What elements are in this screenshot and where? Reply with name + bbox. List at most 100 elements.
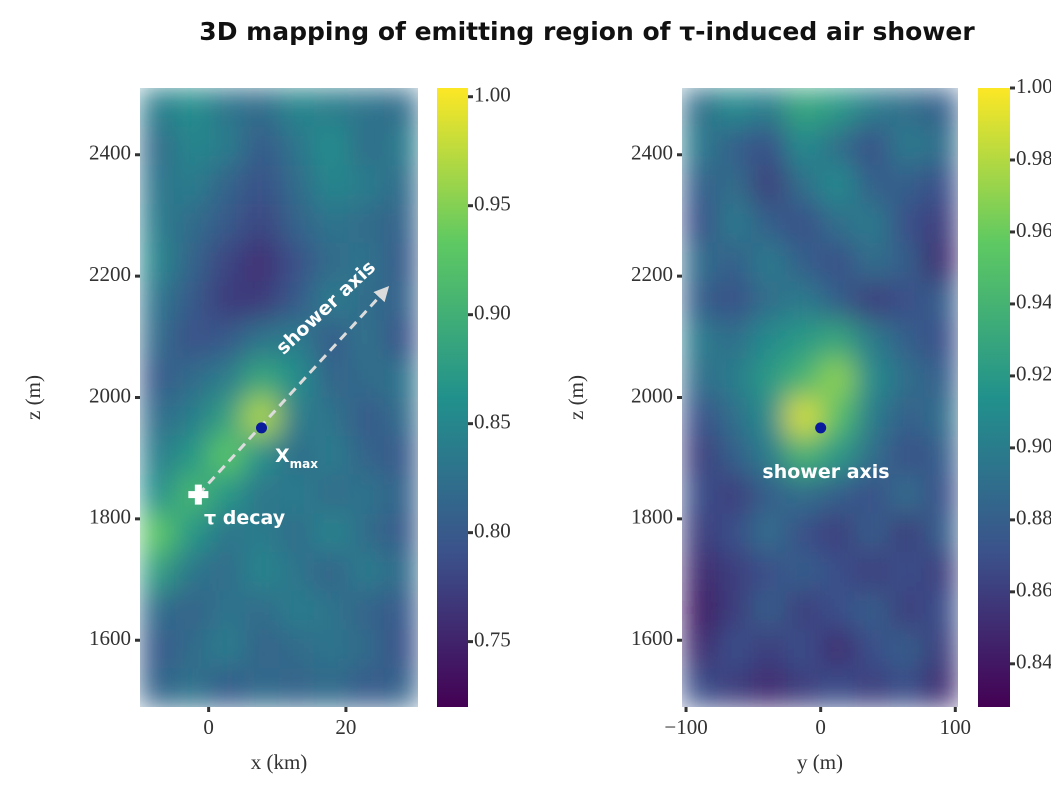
- colorbar-tick-label: 0.95: [474, 192, 511, 216]
- heatmap-cell: [854, 552, 890, 592]
- heatmap-cell: [820, 474, 856, 515]
- x-tick-label: −100: [664, 715, 707, 739]
- heatmap-cell: [923, 165, 958, 206]
- heatmap-cell: [854, 88, 890, 128]
- colorbar-tick-label: 0.94: [1016, 290, 1051, 314]
- heatmap-cell: [923, 320, 958, 360]
- colorbar-tick-label: 0.92: [1016, 362, 1051, 386]
- heatmap-cell: [682, 320, 718, 360]
- y-tick-label: 2400: [89, 141, 131, 165]
- heatmap-cell: [820, 242, 856, 283]
- heatmap-cell: [854, 358, 890, 399]
- heatmap-cell: [716, 474, 752, 515]
- heatmap-cell: [348, 242, 385, 283]
- heatmap-cell: [854, 590, 890, 631]
- heatmap-cell: [244, 242, 280, 283]
- heatmap-clip: [682, 88, 958, 707]
- heatmap-cell: [140, 629, 176, 670]
- heatmap-cell: [348, 474, 385, 515]
- heatmap-cell: [785, 88, 821, 128]
- heatmap-cell: [820, 668, 856, 707]
- x-tick-label: 0: [203, 715, 214, 739]
- heatmap-cell: [279, 436, 315, 476]
- heatmap-cell: [383, 590, 418, 631]
- heatmap-cell: [174, 281, 211, 322]
- xmax-point: [815, 422, 827, 434]
- heatmap-cell: [820, 126, 856, 167]
- heatmap-cell: [313, 397, 350, 438]
- heatmap-cell: [313, 513, 350, 554]
- y-tick-label: 1600: [89, 626, 131, 650]
- heatmap-cell: [854, 281, 890, 322]
- tau-decay-marker: [188, 484, 209, 505]
- heatmap-cell: [820, 436, 856, 476]
- heatmap-cell: [313, 552, 350, 592]
- y-tick-label: 2200: [631, 262, 673, 286]
- figure-title: 3D mapping of emitting region of τ-induc…: [199, 17, 975, 46]
- heatmap-cell: [889, 126, 925, 167]
- heatmap-cell: [279, 668, 315, 707]
- heatmap-cell: [854, 204, 890, 244]
- heatmap-cell: [348, 436, 385, 476]
- heatmap-cell: [854, 397, 890, 438]
- heatmap-cell: [209, 281, 246, 322]
- heatmap-cell: [716, 358, 752, 399]
- x-tick-label: 20: [335, 715, 356, 739]
- heatmap-cell: [716, 242, 752, 283]
- heatmap-cell: [785, 204, 821, 244]
- heatmap-cell: [313, 320, 350, 360]
- heatmap-cell: [383, 513, 418, 554]
- heatmap-cell: [923, 126, 958, 167]
- heatmap-cell: [682, 474, 718, 515]
- heatmap-cell: [244, 358, 280, 399]
- heatmap-cell: [383, 552, 418, 592]
- annotation: shower axis: [762, 461, 889, 483]
- heatmap-cell: [923, 629, 958, 670]
- heatmap-cell: [682, 513, 718, 554]
- heatmap-cell: [383, 436, 418, 476]
- heatmap-cell: [820, 590, 856, 631]
- y-tick-label: 2000: [89, 383, 131, 407]
- heatmap-cell: [348, 513, 385, 554]
- heatmap-cell: [889, 320, 925, 360]
- heatmap-cell: [348, 590, 385, 631]
- heatmap-cell: [854, 320, 890, 360]
- heatmap-cell: [751, 204, 787, 244]
- heatmap-cell: [279, 590, 315, 631]
- heatmap-cell: [279, 397, 315, 438]
- heatmap-cell: [209, 88, 246, 128]
- heatmap-cell: [889, 552, 925, 592]
- heatmap-cell: [348, 320, 385, 360]
- heatmap-cell: [785, 668, 821, 707]
- heatmap-cell: [716, 204, 752, 244]
- heatmap-cell: [751, 242, 787, 283]
- heatmap-cell: [751, 281, 787, 322]
- heatmap-cell: [313, 358, 350, 399]
- heatmap-cell: [716, 165, 752, 206]
- heatmap-cell: [751, 436, 787, 476]
- heatmap-cell: [854, 668, 890, 707]
- heatmap-cell: [348, 629, 385, 670]
- x-axis-label: x (km): [251, 750, 308, 774]
- colorbar-tick-label: 0.90: [474, 300, 511, 324]
- annotation-text: X: [275, 445, 290, 467]
- heatmap-cell: [244, 552, 280, 592]
- colorbar-tick-label: 1.00: [1016, 74, 1051, 98]
- heatmap-cell: [313, 281, 350, 322]
- heatmap-cell: [174, 629, 211, 670]
- heatmap-cell: [174, 88, 211, 128]
- heatmap-cell: [383, 165, 418, 206]
- heatmap-cell: [889, 513, 925, 554]
- heatmap-cell: [923, 590, 958, 631]
- heatmap-cell: [383, 204, 418, 244]
- heatmap-cell: [244, 629, 280, 670]
- heatmap-cell: [889, 358, 925, 399]
- annotation-text: τ decay: [204, 507, 286, 529]
- heatmap-cell: [209, 358, 246, 399]
- heatmap-cell: [923, 242, 958, 283]
- heatmap-cell: [682, 165, 718, 206]
- heatmap-cell: [244, 320, 280, 360]
- colorbar: [437, 88, 468, 707]
- y-tick-label: 2000: [631, 383, 673, 407]
